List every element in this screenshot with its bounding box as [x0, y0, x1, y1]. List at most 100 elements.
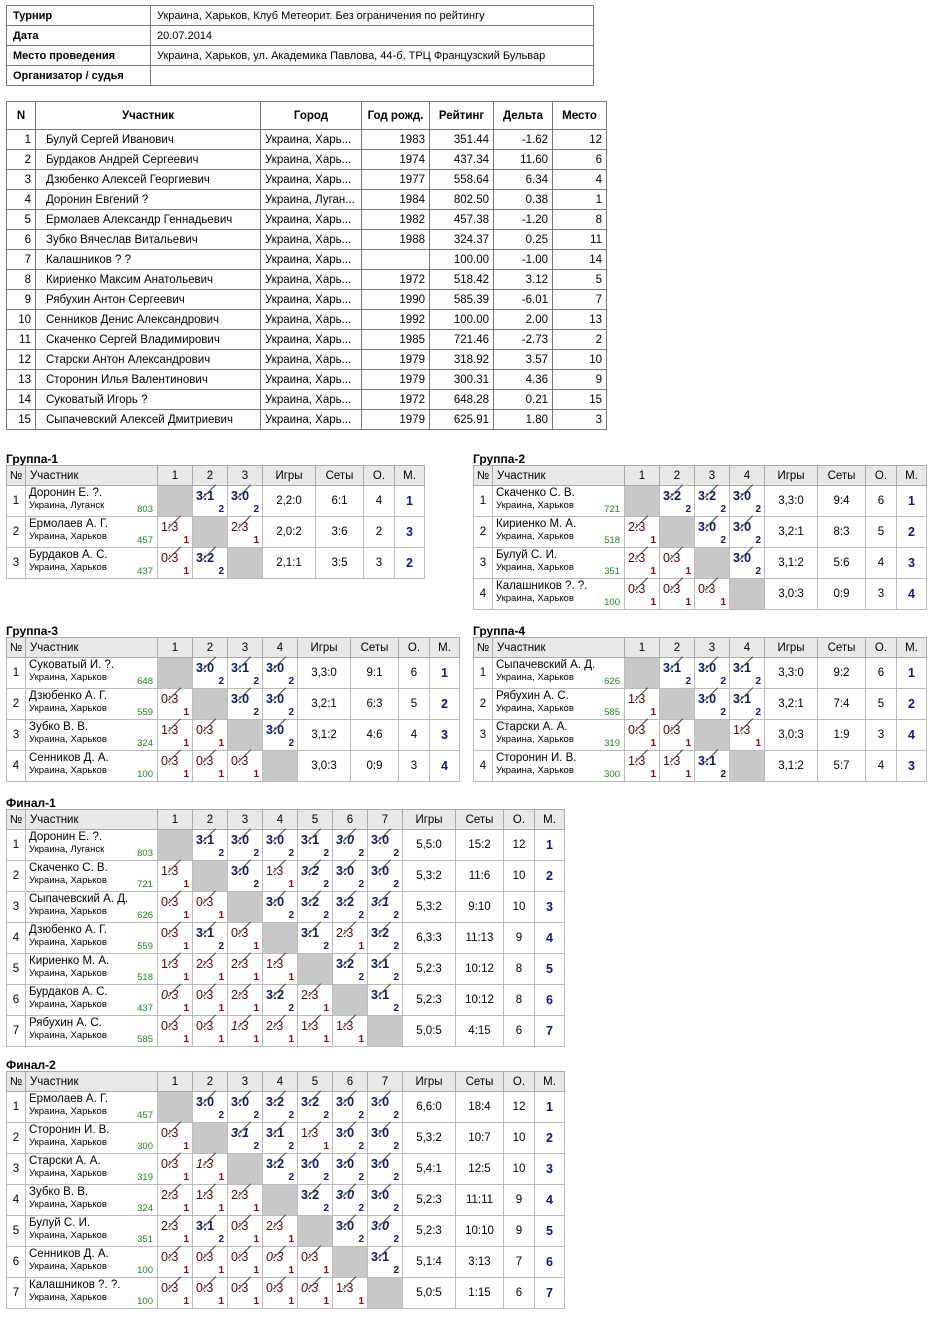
- self-cell: [227, 719, 263, 751]
- match-score-cell: 0:31: [157, 1276, 193, 1309]
- player-place: 4: [429, 750, 460, 782]
- match-score-cell: 3:22: [262, 1090, 298, 1123]
- match-score-cell: 3:12: [262, 1121, 298, 1154]
- player-city: Украина, Харьков: [29, 1106, 107, 1117]
- player-rating: 437: [137, 566, 153, 577]
- match-points: 1: [358, 1034, 364, 1045]
- group-column-header: 1: [624, 465, 660, 486]
- player-place-value: 2: [441, 697, 448, 711]
- group-header: № Участник 1 2 3 4 Игры Сеты О. М.: [473, 465, 927, 486]
- match-points: 1: [253, 1234, 259, 1245]
- tournament-info-table: Турнир Украина, Харьков, Клуб Метеорит. Б…: [6, 5, 594, 86]
- match-score-cell: 3:02: [192, 656, 228, 689]
- player-games: 3,0:3: [764, 719, 818, 751]
- column-header: Год рожд.: [361, 101, 430, 130]
- group-column-header: №: [6, 465, 26, 486]
- match-score-cell: 2:31: [624, 515, 660, 548]
- player-rating: 626: [604, 676, 620, 687]
- player-rating: 721: [137, 879, 153, 890]
- player-number: 2: [473, 516, 493, 548]
- player-place-value: 1: [406, 494, 413, 508]
- player-number: 3: [6, 547, 26, 579]
- participant-cell: 1992: [361, 309, 430, 330]
- match-score-cell: 3:12: [297, 828, 333, 861]
- player-place: 1: [534, 829, 565, 861]
- participant-cell: 6: [552, 149, 607, 170]
- participant-cell: -6.01: [493, 289, 553, 310]
- player-name: Зубко В. В.: [29, 721, 89, 733]
- self-cell: [227, 891, 263, 923]
- participant-cell: Старски Антон Александрович: [35, 349, 261, 370]
- player-sets: 9:4: [817, 485, 866, 517]
- player-name: Бурдаков А. С.: [29, 549, 108, 561]
- match-score-cell: 3:02: [192, 1090, 228, 1123]
- match-points: 1: [183, 972, 189, 983]
- match-points: 2: [393, 1265, 399, 1276]
- player-cell: Сенников Д. А. Украина, Харьков 100: [25, 750, 158, 782]
- match-points: 1: [183, 1141, 189, 1152]
- participant-cell: 300.31: [429, 369, 494, 390]
- group-column-header: №: [473, 465, 493, 486]
- match-points: 1: [218, 738, 224, 749]
- player-rating: 319: [137, 1172, 153, 1183]
- player-place: 2: [429, 688, 460, 720]
- player-place-value: 1: [546, 1100, 553, 1114]
- participant-cell: 3.57: [493, 349, 553, 370]
- match-score-cell: 3:22: [332, 952, 368, 985]
- player-rating: 457: [137, 1110, 153, 1121]
- match-points: 2: [218, 504, 224, 515]
- match-score-cell: 3:12: [192, 1214, 228, 1247]
- match-points: 1: [183, 1003, 189, 1014]
- player-cell: Калашников ?. ?. Украина, Харьков 100: [25, 1277, 158, 1309]
- player-rating: 351: [604, 566, 620, 577]
- column-header: Рейтинг: [429, 101, 494, 130]
- group-column-header: М.: [896, 637, 927, 658]
- player-name: Старски А. А.: [29, 1155, 101, 1167]
- participant-cell: 1979: [361, 349, 430, 370]
- match-points: 2: [323, 1172, 329, 1183]
- participant-cell: Украина, Харь...: [260, 349, 362, 370]
- match-score-cell: 1:31: [262, 952, 298, 985]
- info-row: Дата 20.07.2014: [6, 25, 594, 46]
- match-score-cell: 2:31: [262, 1214, 298, 1247]
- match-score-cell: 0:31: [227, 749, 263, 782]
- match-points: 2: [720, 707, 726, 718]
- participant-row: 6 Зубко Вячеслав Витальевич Украина, Харь.…: [6, 229, 607, 250]
- match-score-cell: 3:02: [367, 859, 403, 892]
- participant-cell: 1985: [361, 329, 430, 350]
- player-points: 3: [363, 547, 395, 579]
- group-column-header: О.: [503, 1071, 535, 1092]
- participant-row: 10 Сенников Денис Александрович Украина, Х…: [6, 309, 607, 330]
- player-games: 3,2:1: [764, 516, 818, 548]
- player-number: 1: [6, 829, 26, 861]
- player-number: 6: [6, 1246, 26, 1278]
- participant-cell: 1972: [361, 269, 430, 290]
- group-column-header: Участник: [25, 1071, 158, 1092]
- player-rating: 626: [137, 910, 153, 921]
- participant-cell: 2: [6, 149, 36, 170]
- player-rating: 585: [604, 707, 620, 718]
- player-name: Сторонин И. В.: [29, 1124, 110, 1136]
- participant-cell: Украина, Харь...: [260, 389, 362, 410]
- match-points: 1: [183, 535, 189, 546]
- participant-cell: Украина, Харь...: [260, 309, 362, 330]
- player-cell: Сенников Д. А. Украина, Харьков 100: [25, 1246, 158, 1278]
- match-score-cell: 0:31: [157, 749, 193, 782]
- player-city: Украина, Харьков: [29, 765, 107, 776]
- player-rating: 648: [137, 676, 153, 687]
- participant-row: 15 Сыпачевский Алексей Дмитриевич Украина,…: [6, 409, 607, 430]
- participant-cell: 11.60: [493, 149, 553, 170]
- match-points: 2: [720, 769, 726, 780]
- player-cell: Булуй С. И. Украина, Харьков 351: [25, 1215, 158, 1247]
- participant-cell: 11: [6, 329, 36, 350]
- player-points: 9: [503, 1184, 535, 1216]
- player-games: 3,3:0: [297, 657, 351, 689]
- participant-cell: 1979: [361, 369, 430, 390]
- participant-cell: 324.37: [429, 229, 494, 250]
- player-cell: Зубко В. В. Украина, Харьков 324: [25, 1184, 158, 1216]
- player-number: 2: [6, 860, 26, 892]
- column-header: Город: [260, 101, 362, 130]
- group-column-header: 6: [332, 1071, 368, 1092]
